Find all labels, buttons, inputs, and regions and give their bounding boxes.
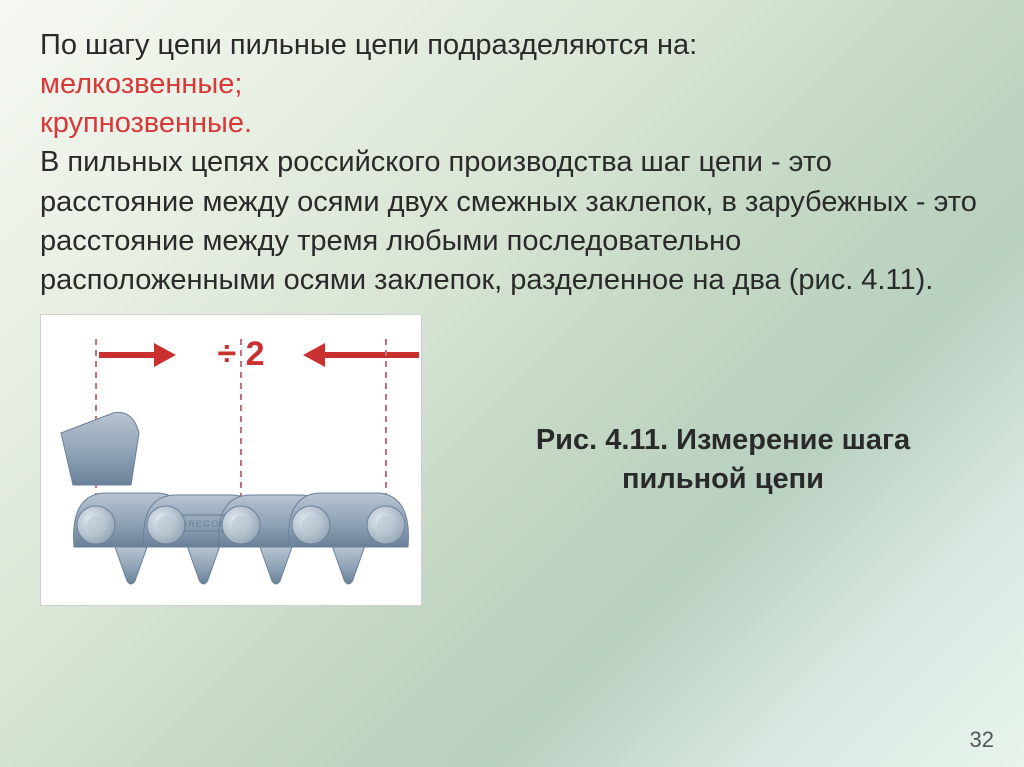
chain-pitch-diagram: ÷ 2OREGON [40,314,422,606]
figure-row: ÷ 2OREGON Рис. 4.11. Измерение шага пиль… [40,314,984,606]
svg-text:OREGON: OREGON [180,519,227,529]
main-text-block: По шагу цепи пильные цепи подразделяются… [40,26,984,300]
page-number: 32 [970,727,994,753]
slide: По шагу цепи пильные цепи подразделяются… [0,0,1024,767]
definition-paragraph: В пильных цепях российского производства… [40,146,977,295]
diagram-svg: ÷ 2OREGON [41,315,421,605]
caption-line-2: пильной цепи [622,463,824,495]
type-small-link: мелкозвенные; [40,68,242,100]
intro-line: По шагу цепи пильные цепи подразделяются… [40,29,697,61]
figure-caption: Рис. 4.11. Измерение шага пильной цепи [462,421,984,499]
caption-line-1: Рис. 4.11. Измерение шага [536,424,910,456]
type-large-link: крупнозвенные. [40,107,252,139]
